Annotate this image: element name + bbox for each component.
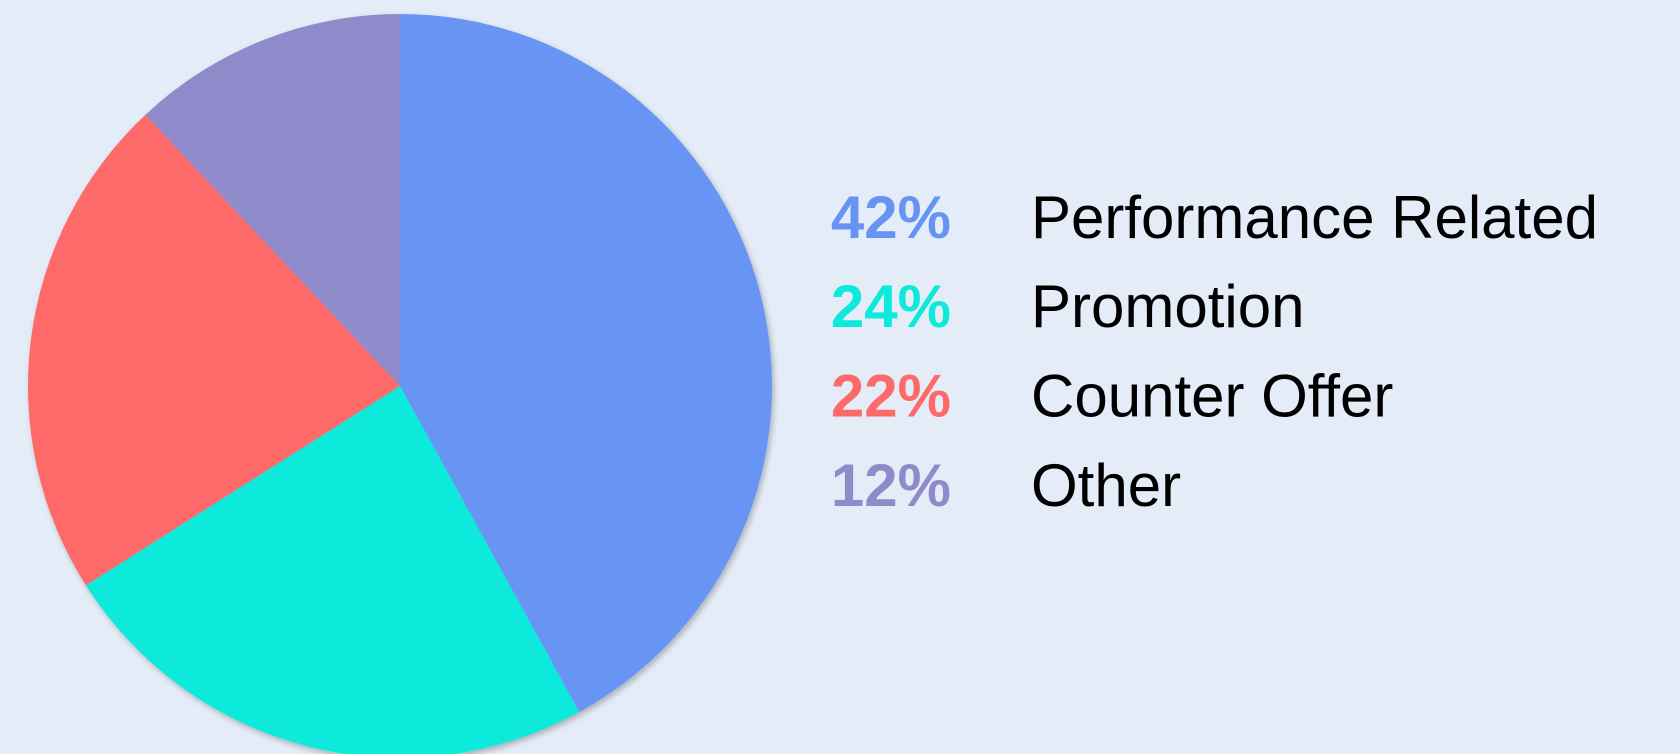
pie-slice: [145, 14, 400, 386]
legend-value: 24%: [831, 273, 951, 340]
legend-label: Promotion: [1031, 273, 1304, 340]
pie-slice: [400, 14, 772, 712]
legend-value: 22%: [831, 363, 951, 430]
pie: [27, 14, 772, 754]
legend: 42% Performance Related 24% Promotion 22% Cou…: [831, 184, 1598, 519]
pie-slice: [27, 114, 400, 586]
legend-value: 12%: [831, 452, 951, 519]
legend-value: 42%: [831, 184, 951, 251]
pie-slice: [85, 386, 580, 754]
legend-label: Other: [1031, 452, 1181, 519]
legend-label: Performance Related: [1031, 184, 1598, 251]
legend-label: Counter Offer: [1031, 363, 1393, 430]
